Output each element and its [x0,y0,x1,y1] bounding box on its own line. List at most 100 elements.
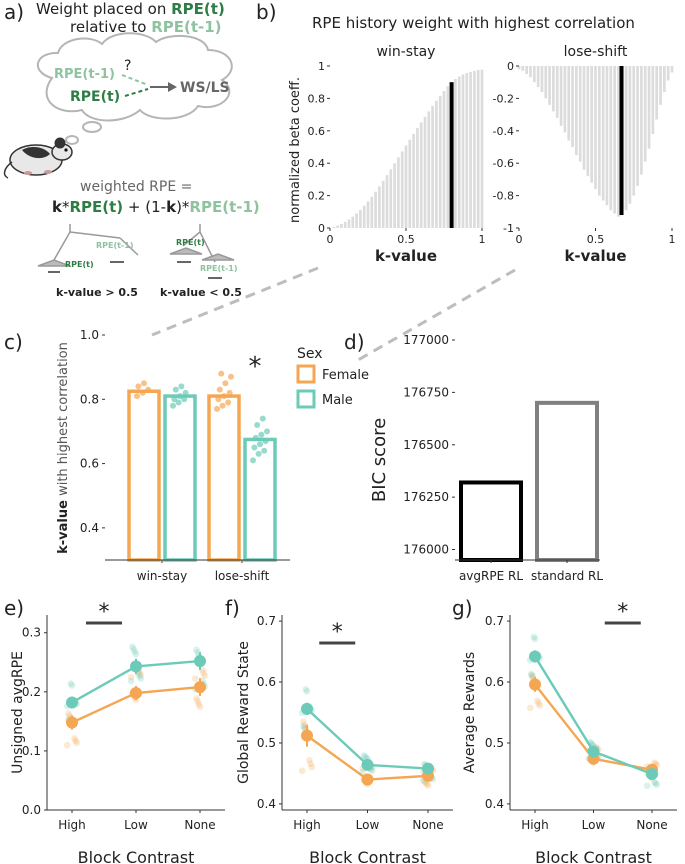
history-bar [461,74,465,228]
subject-point [535,699,542,707]
y-tick-label: 0.4 [485,797,504,811]
history-bar [651,66,655,135]
y-tick-label: 0.6 [485,675,504,689]
subject-point [361,753,369,761]
subject-point [226,389,233,396]
subject-point [193,646,200,654]
connector-line-right [357,268,516,362]
subject-point [530,633,538,641]
panel-c-ylabel: k-value with highest correlation [56,342,71,554]
subject-point [67,680,75,687]
subject-point [175,399,182,406]
subject-point [170,402,176,409]
male-mean-point [194,655,206,668]
subject-point [262,438,269,445]
cloud-ws-ls: WS/LS [180,80,230,96]
history-bar [548,66,551,105]
cloud-rpe-t1: RPE(t-1) [54,67,115,82]
x-tick-label: avgRPE RL [459,569,523,583]
best-k-bar [449,82,454,228]
subject-point [225,399,232,406]
subject-point [141,380,147,387]
cloud-arrowhead [168,82,177,92]
history-bar [582,66,586,170]
scale-right-bottom-label: RPE(t-1) [200,264,238,273]
panel-g: g) 0.4 0.5 0.6 0.7 High Low None Block Contrast… [452,596,677,864]
history-bar [355,213,358,228]
history-bar [442,90,446,228]
male-mean-point [130,660,142,673]
history-bar [594,66,597,190]
female-mean-point [194,681,206,694]
chart-bic-score: 176000 176250 176500 176750 177000 avgRPE RL s… [403,333,603,583]
y-tick-label: 0.6 [308,125,326,138]
female-mean-point [529,678,541,691]
subject-point [196,703,204,711]
subject-point [178,383,185,390]
x-tick-label: High [293,818,321,832]
history-bar [454,78,457,229]
subject-point [182,389,189,396]
male-bar [243,437,277,562]
y-tick-label: 1 [318,60,325,73]
x-tick-label: High [58,818,86,832]
subject-point [194,697,201,705]
y-tick-label: 0.8 [308,92,326,105]
y-tick-label: 176000 [403,543,449,557]
subject-point [201,672,209,680]
subject-point [137,675,145,682]
history-bar [332,226,336,228]
history-bar [636,66,639,186]
y-tick-label: 0 [318,222,325,235]
history-bar [480,69,484,229]
history-bar [366,201,370,228]
y-tick-label: 0.5 [257,736,276,750]
history-bar [666,66,670,81]
subject-point [258,431,265,438]
x-tick-label: 1 [669,233,676,246]
x-tick-label: High [521,818,549,832]
subject-point [259,415,266,422]
subject-point [264,428,270,435]
panel-f-label: f) [225,596,240,620]
history-bar [590,66,594,183]
subject-point [132,650,140,658]
history-bar [563,66,567,133]
history-bar [423,116,427,228]
subject-point [72,737,79,744]
subject-point [254,422,261,428]
subject-point [531,635,539,643]
significance-star: * [617,600,628,625]
history-bar [597,66,601,196]
male-mean-point [529,650,541,663]
x-tick-label: 1 [479,233,486,246]
male-bar [163,394,197,562]
x-tick-label: None [636,818,667,832]
panel-a-label: a) [4,0,24,24]
subject-point [298,767,306,775]
panel-d-label: d) [344,330,365,354]
subject-point [218,370,225,377]
panel-b-ylabel: normalized beta coeff. [288,77,303,223]
history-bar [536,66,540,88]
balance-scale-left [37,224,139,273]
subject-point [191,675,199,682]
history-bar [552,66,555,112]
k-value-greater-label: k-value > 0.5 [56,286,138,299]
subject-point [195,700,203,708]
y-tick-label: 0.1 [22,744,41,758]
history-bar [559,66,563,126]
female-bar [127,389,161,562]
history-bar [469,71,472,228]
subject-point [360,752,368,759]
history-bar [457,76,461,228]
panel-d: d) BIC score 176000 176250 176500 176750 177… [344,330,603,583]
subject-point [308,763,316,771]
subject-point [228,373,234,380]
subject-point [73,739,81,747]
legend-label-male: Male [322,393,353,408]
subject-point [135,383,142,390]
history-bar [412,133,415,228]
chart-unsigned-avgrpe: 0.0 0.1 0.2 0.3 High Low None Block Contrast Uns… [10,600,225,864]
history-bar [473,70,476,228]
